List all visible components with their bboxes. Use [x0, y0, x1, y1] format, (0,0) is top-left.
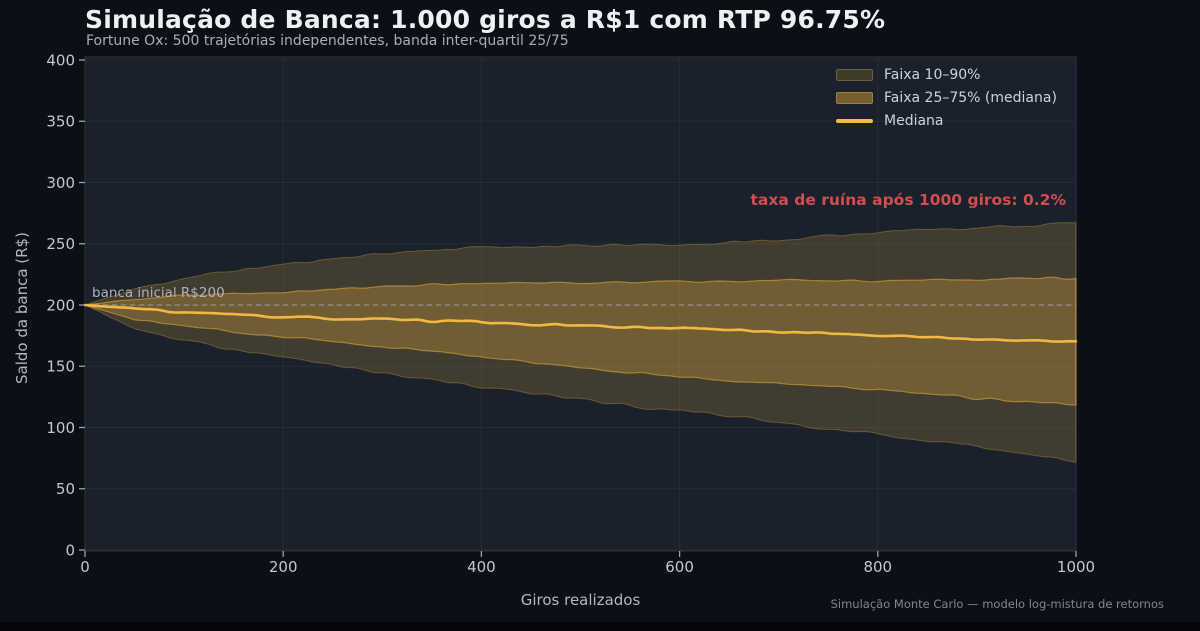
- x-tick-label: 200: [269, 558, 298, 576]
- legend-label-inner-band: Faixa 25–75% (mediana): [884, 90, 1057, 106]
- x-tick-label: 800: [863, 558, 892, 576]
- y-tick-label: 100: [46, 419, 75, 437]
- legend-item-median: Mediana: [836, 113, 1057, 129]
- y-tick-label: 250: [46, 235, 75, 253]
- inner-band-swatch: [836, 92, 873, 104]
- median-line-swatch: [836, 119, 873, 123]
- y-tick-label: 0: [65, 541, 75, 559]
- legend: Faixa 10–90% Faixa 25–75% (mediana) Medi…: [836, 67, 1057, 129]
- bottom-strip: [0, 622, 1200, 631]
- legend-label-outer-band: Faixa 10–90%: [884, 67, 981, 83]
- x-tick-label: 600: [665, 558, 694, 576]
- legend-item-inner-band: Faixa 25–75% (mediana): [836, 90, 1057, 106]
- y-tick-label: 300: [46, 174, 75, 192]
- chart-title: Simulação de Banca: 1.000 giros a R$1 co…: [85, 5, 886, 34]
- y-tick-label: 150: [46, 358, 75, 376]
- outer-band-swatch: [836, 69, 873, 81]
- legend-item-outer-band: Faixa 10–90%: [836, 67, 1057, 83]
- y-tick-label: 350: [46, 113, 75, 131]
- y-axis-label: Saldo da banca (R$): [13, 232, 31, 384]
- plot-area: [85, 57, 1076, 551]
- x-tick-label: 0: [80, 558, 90, 576]
- y-tick-label: 50: [56, 480, 75, 498]
- legend-label-median: Mediana: [884, 113, 944, 129]
- y-tick-label: 200: [46, 296, 75, 314]
- median-line: [83, 303, 1078, 343]
- initial-bank-label: banca inicial R$200: [92, 285, 225, 301]
- chart-subtitle: Fortune Ox: 500 trajetórias independente…: [86, 33, 569, 49]
- x-tick-label: 1000: [1057, 558, 1095, 576]
- x-tick-label: 400: [467, 558, 496, 576]
- ruin-rate-annotation: taxa de ruína após 1000 giros: 0.2%: [750, 191, 1066, 209]
- y-tick-label: 400: [46, 51, 75, 69]
- footer-caption: Simulação Monte Carlo — modelo log-mistu…: [830, 597, 1164, 611]
- x-axis-label: Giros realizados: [520, 591, 641, 609]
